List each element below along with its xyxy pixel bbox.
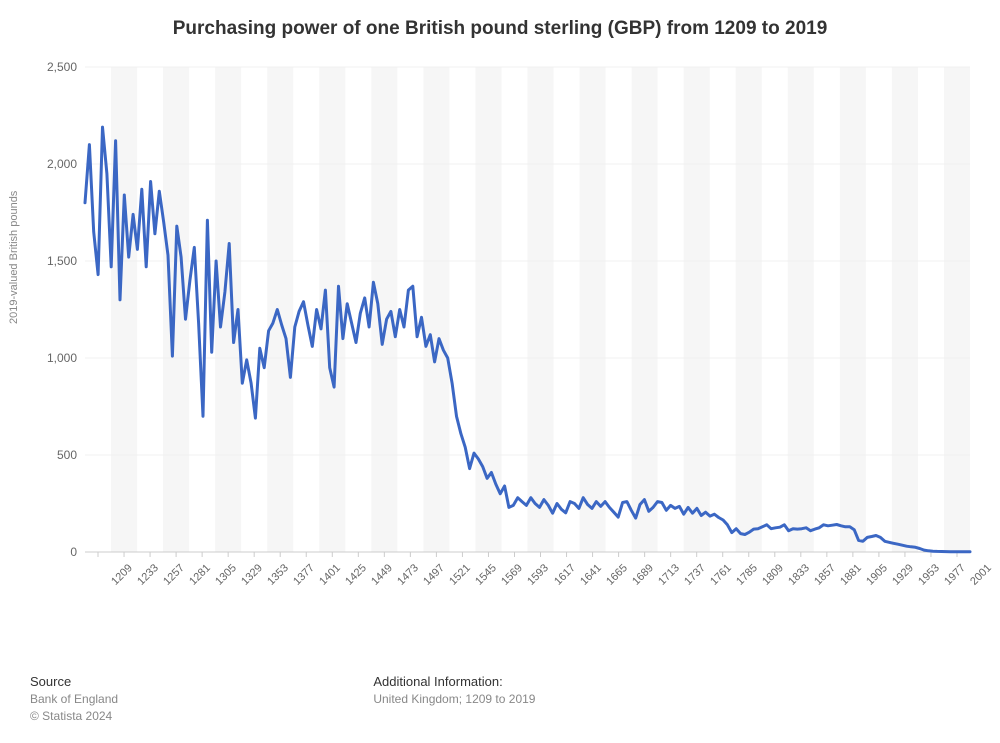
y-tick-label: 2,500 — [37, 60, 77, 74]
y-tick-label: 1,000 — [37, 351, 77, 365]
chart-footer: Source Bank of England © Statista 2024 A… — [30, 674, 970, 725]
chart-svg — [55, 62, 980, 607]
y-tick-label: 1,500 — [37, 254, 77, 268]
info-text: United Kingdom; 1209 to 2019 — [373, 691, 873, 708]
y-axis-label: 2019-valued British pounds — [8, 191, 20, 324]
plot-area — [55, 62, 980, 607]
y-tick-label: 0 — [37, 545, 77, 559]
copyright-text: © Statista 2024 — [30, 708, 370, 725]
source-text: Bank of England — [30, 691, 370, 708]
chart-title: Purchasing power of one British pound st… — [0, 18, 1000, 40]
source-heading: Source — [30, 674, 370, 689]
y-tick-label: 2,000 — [37, 157, 77, 171]
y-tick-label: 500 — [37, 448, 77, 462]
info-heading: Additional Information: — [373, 674, 873, 689]
